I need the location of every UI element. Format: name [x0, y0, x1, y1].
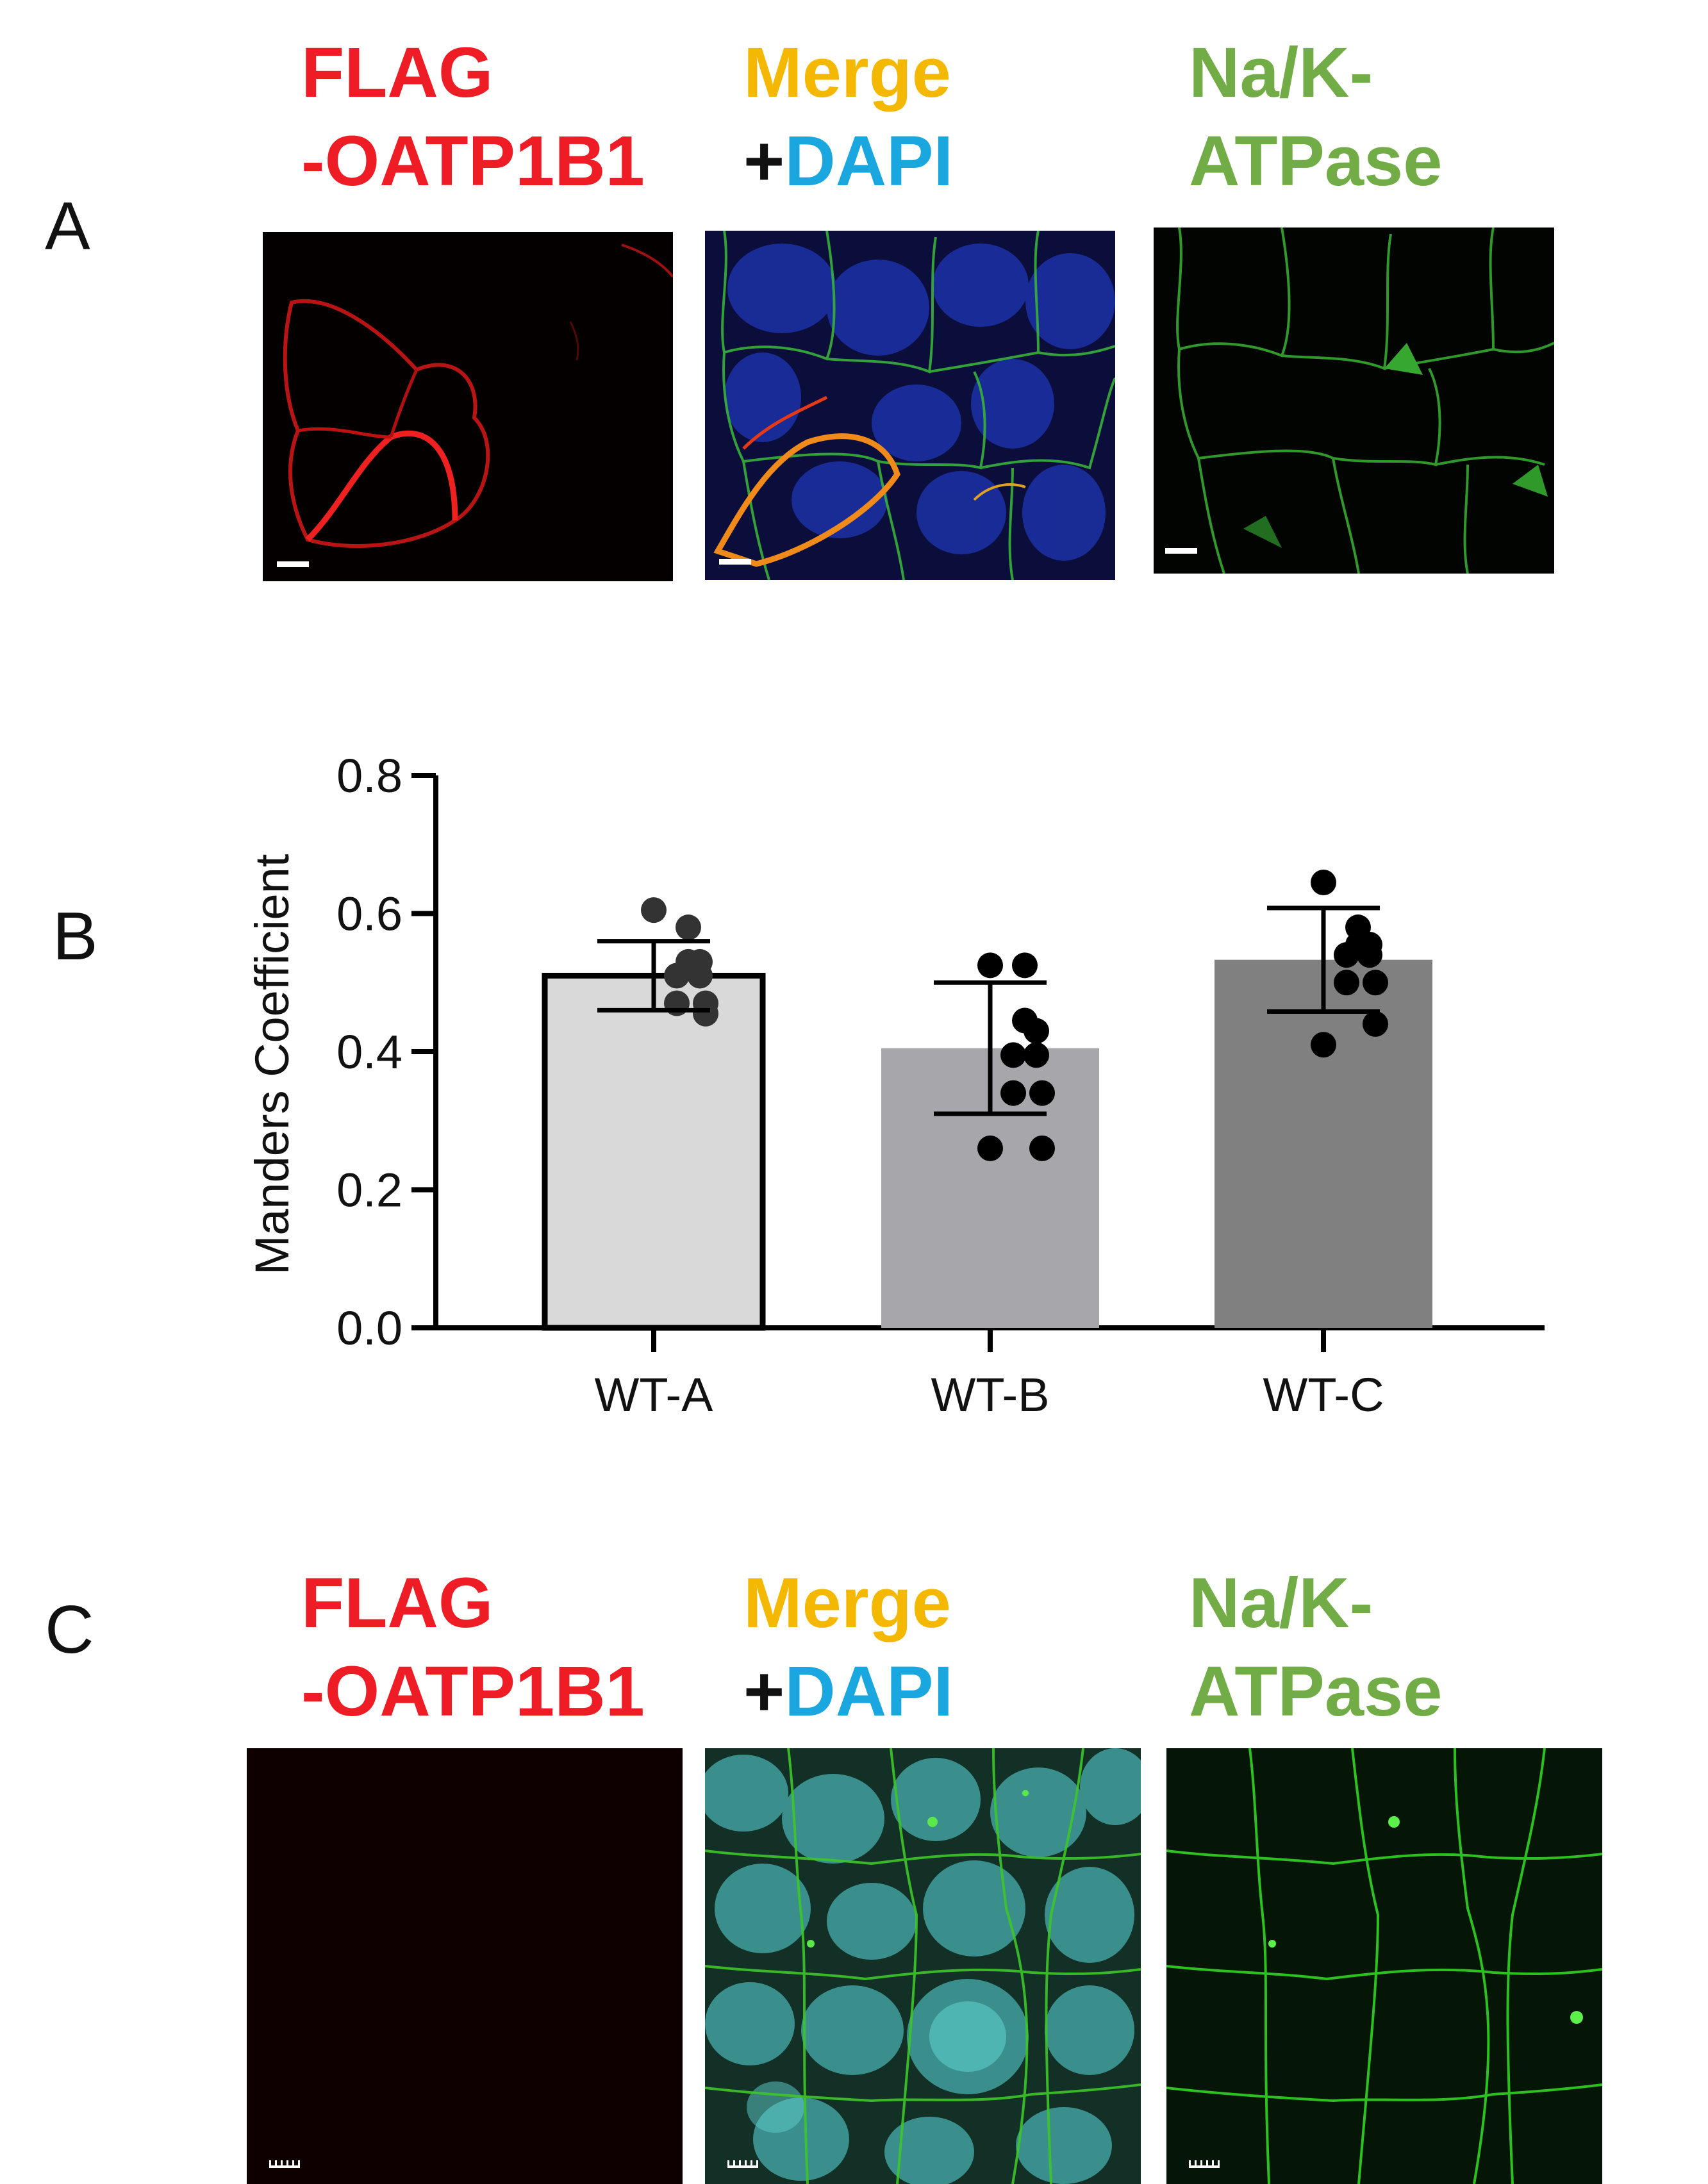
data-point — [1363, 970, 1388, 996]
nak-label-line2: ATPase — [1189, 122, 1443, 201]
merge-label-line1: Merge — [743, 1564, 951, 1642]
panel-a-merge-label: Merge +DAPI — [743, 29, 953, 206]
panel-c-merge-micrograph — [705, 1748, 1141, 2184]
flag-red-channel-image — [263, 232, 673, 581]
panel-letter-a: A — [45, 188, 90, 264]
y-tick-label: 0.4 — [336, 1025, 402, 1079]
scale-bar — [727, 2160, 758, 2168]
data-point — [1029, 1080, 1055, 1106]
panel-a-nak-label: Na/K- ATPase — [1189, 29, 1442, 206]
data-point — [977, 1135, 1003, 1161]
x-tick-label: WT-C — [1263, 1368, 1384, 1421]
data-point — [1024, 1018, 1049, 1044]
data-point — [1000, 1080, 1026, 1106]
scale-bar — [277, 561, 309, 567]
panel-a-nak-micrograph — [1154, 228, 1554, 574]
panel-letter-b: B — [53, 898, 98, 974]
panel-a-merge-micrograph — [705, 231, 1115, 580]
y-tick-label: 0.8 — [336, 749, 402, 802]
data-point — [676, 914, 701, 941]
nak-label-line1: Na/K- — [1189, 1564, 1373, 1642]
scale-bar — [719, 559, 751, 565]
manders-bar-chart: 0.0 0.2 0.4 0.6 0.8 Manders Coefficient WT-A WT… — [245, 749, 1545, 1421]
y-tick-label: 0.2 — [336, 1164, 402, 1217]
merge-dapi-label: DAPI — [784, 122, 954, 201]
bar-wt-c — [1215, 959, 1432, 1328]
scale-bar — [1165, 548, 1197, 554]
data-point — [641, 897, 667, 923]
flag-label-line1: FLAG — [301, 1564, 493, 1642]
data-point — [693, 1000, 718, 1027]
data-point — [687, 963, 713, 989]
nak-atpase-green-channel-image — [1154, 228, 1554, 574]
data-point — [1311, 870, 1336, 896]
panel-letter-c: C — [45, 1592, 94, 1667]
data-point — [1334, 942, 1359, 968]
flag-label-line1: FLAG — [301, 33, 493, 112]
merge-dapi-image — [705, 1748, 1141, 2184]
merge-plus: + — [743, 122, 785, 201]
data-point — [1024, 1042, 1049, 1068]
merge-plus: + — [743, 1652, 785, 1731]
x-tick-label: WT-A — [595, 1368, 714, 1421]
merge-label-line1: Merge — [743, 33, 951, 112]
data-point — [1334, 970, 1359, 996]
data-point — [1311, 1032, 1336, 1058]
panel-c-nak-label: Na/K- ATPase — [1189, 1559, 1442, 1736]
x-tick-label: WT-B — [931, 1368, 1050, 1421]
panel-c-nak-micrograph — [1166, 1748, 1602, 2184]
data-point — [1012, 952, 1038, 979]
flag-red-channel-image — [247, 1748, 683, 2184]
scale-bar — [269, 2160, 300, 2168]
y-tick-label: 0.6 — [336, 888, 402, 941]
panel-c-flag-micrograph — [247, 1748, 683, 2184]
flag-label-line2: -OATP1B1 — [301, 1652, 645, 1731]
nak-atpase-green-channel-image — [1166, 1748, 1602, 2184]
data-point — [1029, 1135, 1055, 1161]
panel-a-flag-label: FLAG -OATP1B1 — [301, 29, 645, 206]
panel-c-merge-label: Merge +DAPI — [743, 1559, 953, 1736]
merge-dapi-image — [705, 231, 1115, 580]
scale-bar — [1189, 2160, 1220, 2168]
data-point — [1357, 942, 1382, 968]
panel-a-flag-micrograph — [263, 232, 673, 581]
merge-dapi-label: DAPI — [784, 1652, 954, 1731]
nak-label-line1: Na/K- — [1189, 33, 1373, 112]
nak-label-line2: ATPase — [1189, 1652, 1443, 1731]
bar-wt-a — [542, 972, 766, 1331]
y-axis-label: Manders Coefficient — [245, 854, 299, 1275]
data-point — [1363, 1011, 1388, 1037]
panel-c-flag-label: FLAG -OATP1B1 — [301, 1559, 645, 1736]
data-point — [664, 963, 690, 989]
data-point — [977, 952, 1003, 979]
y-tick-label: 0.0 — [336, 1302, 402, 1355]
flag-label-line2: -OATP1B1 — [301, 122, 645, 201]
data-point — [1000, 1042, 1026, 1068]
